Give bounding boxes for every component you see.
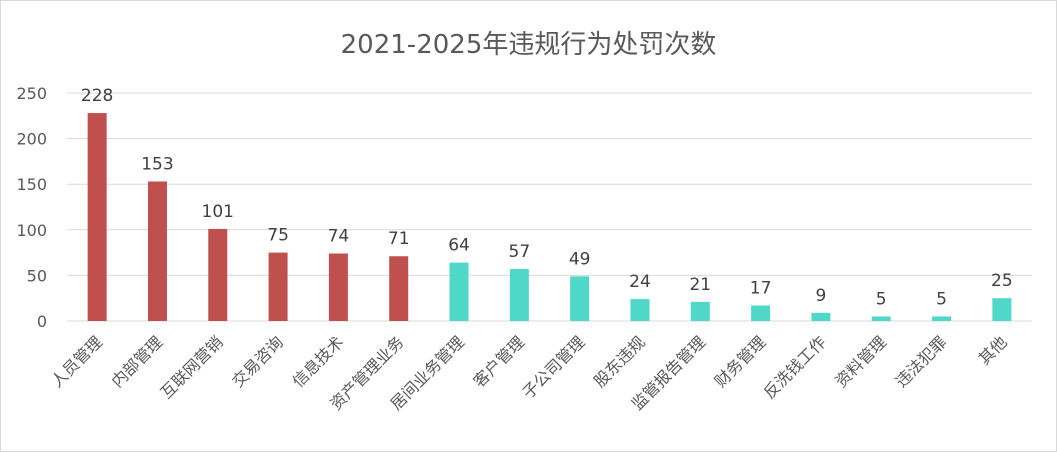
data-label: 64 xyxy=(448,236,470,256)
data-label: 75 xyxy=(267,226,289,246)
x-tick-label: 人员管理 xyxy=(47,332,106,391)
x-tick-label: 信息技术 xyxy=(289,332,348,391)
data-label: 57 xyxy=(509,242,531,262)
y-tick-label: 200 xyxy=(16,130,47,149)
data-label: 24 xyxy=(629,272,651,292)
bar xyxy=(328,253,348,321)
x-tick-label: 反洗钱工作 xyxy=(760,332,830,402)
data-label: 5 xyxy=(936,289,947,309)
bar xyxy=(570,276,590,321)
bar xyxy=(268,252,288,321)
bar xyxy=(389,256,409,321)
data-label: 101 xyxy=(202,202,234,222)
bar xyxy=(509,269,529,321)
x-tick-label: 互联网营销 xyxy=(157,332,227,402)
data-label: 49 xyxy=(569,249,591,269)
data-label: 74 xyxy=(328,227,350,247)
data-label: 71 xyxy=(388,229,410,249)
x-tick-label: 其他 xyxy=(975,332,1011,368)
data-label: 9 xyxy=(815,286,826,306)
bar xyxy=(208,228,228,321)
y-tick-label: 250 xyxy=(16,84,47,103)
bar xyxy=(449,262,469,321)
data-label: 17 xyxy=(750,278,772,298)
data-label: 228 xyxy=(81,86,113,106)
bar xyxy=(147,181,167,321)
data-label: 21 xyxy=(689,275,711,295)
x-tick-label: 财务管理 xyxy=(711,332,770,391)
x-tick-label: 违法犯罪 xyxy=(892,332,951,391)
bar xyxy=(690,301,710,321)
y-tick-label: 150 xyxy=(16,175,47,194)
bar xyxy=(932,316,952,321)
bar xyxy=(811,312,831,321)
y-tick-label: 0 xyxy=(37,312,47,331)
chart-title: 2021-2025年违规行为处罚次数 xyxy=(340,30,717,60)
x-tick-label: 子公司管理 xyxy=(518,332,588,402)
data-label: 153 xyxy=(141,154,173,174)
x-tick-label: 交易咨询 xyxy=(228,332,287,391)
y-tick-label: 100 xyxy=(16,221,47,240)
bar xyxy=(751,305,771,321)
data-label: 5 xyxy=(876,289,887,309)
x-tick-label: 股东违规 xyxy=(590,332,649,391)
x-tick-label: 客户管理 xyxy=(469,332,528,391)
bar xyxy=(630,299,650,321)
bar xyxy=(992,298,1012,321)
bar xyxy=(871,316,891,321)
x-tick-label: 内部管理 xyxy=(108,332,167,391)
data-label: 25 xyxy=(991,271,1013,291)
y-tick-label: 50 xyxy=(27,266,47,285)
bar xyxy=(87,113,107,322)
x-tick-label: 资料管理 xyxy=(831,332,890,391)
